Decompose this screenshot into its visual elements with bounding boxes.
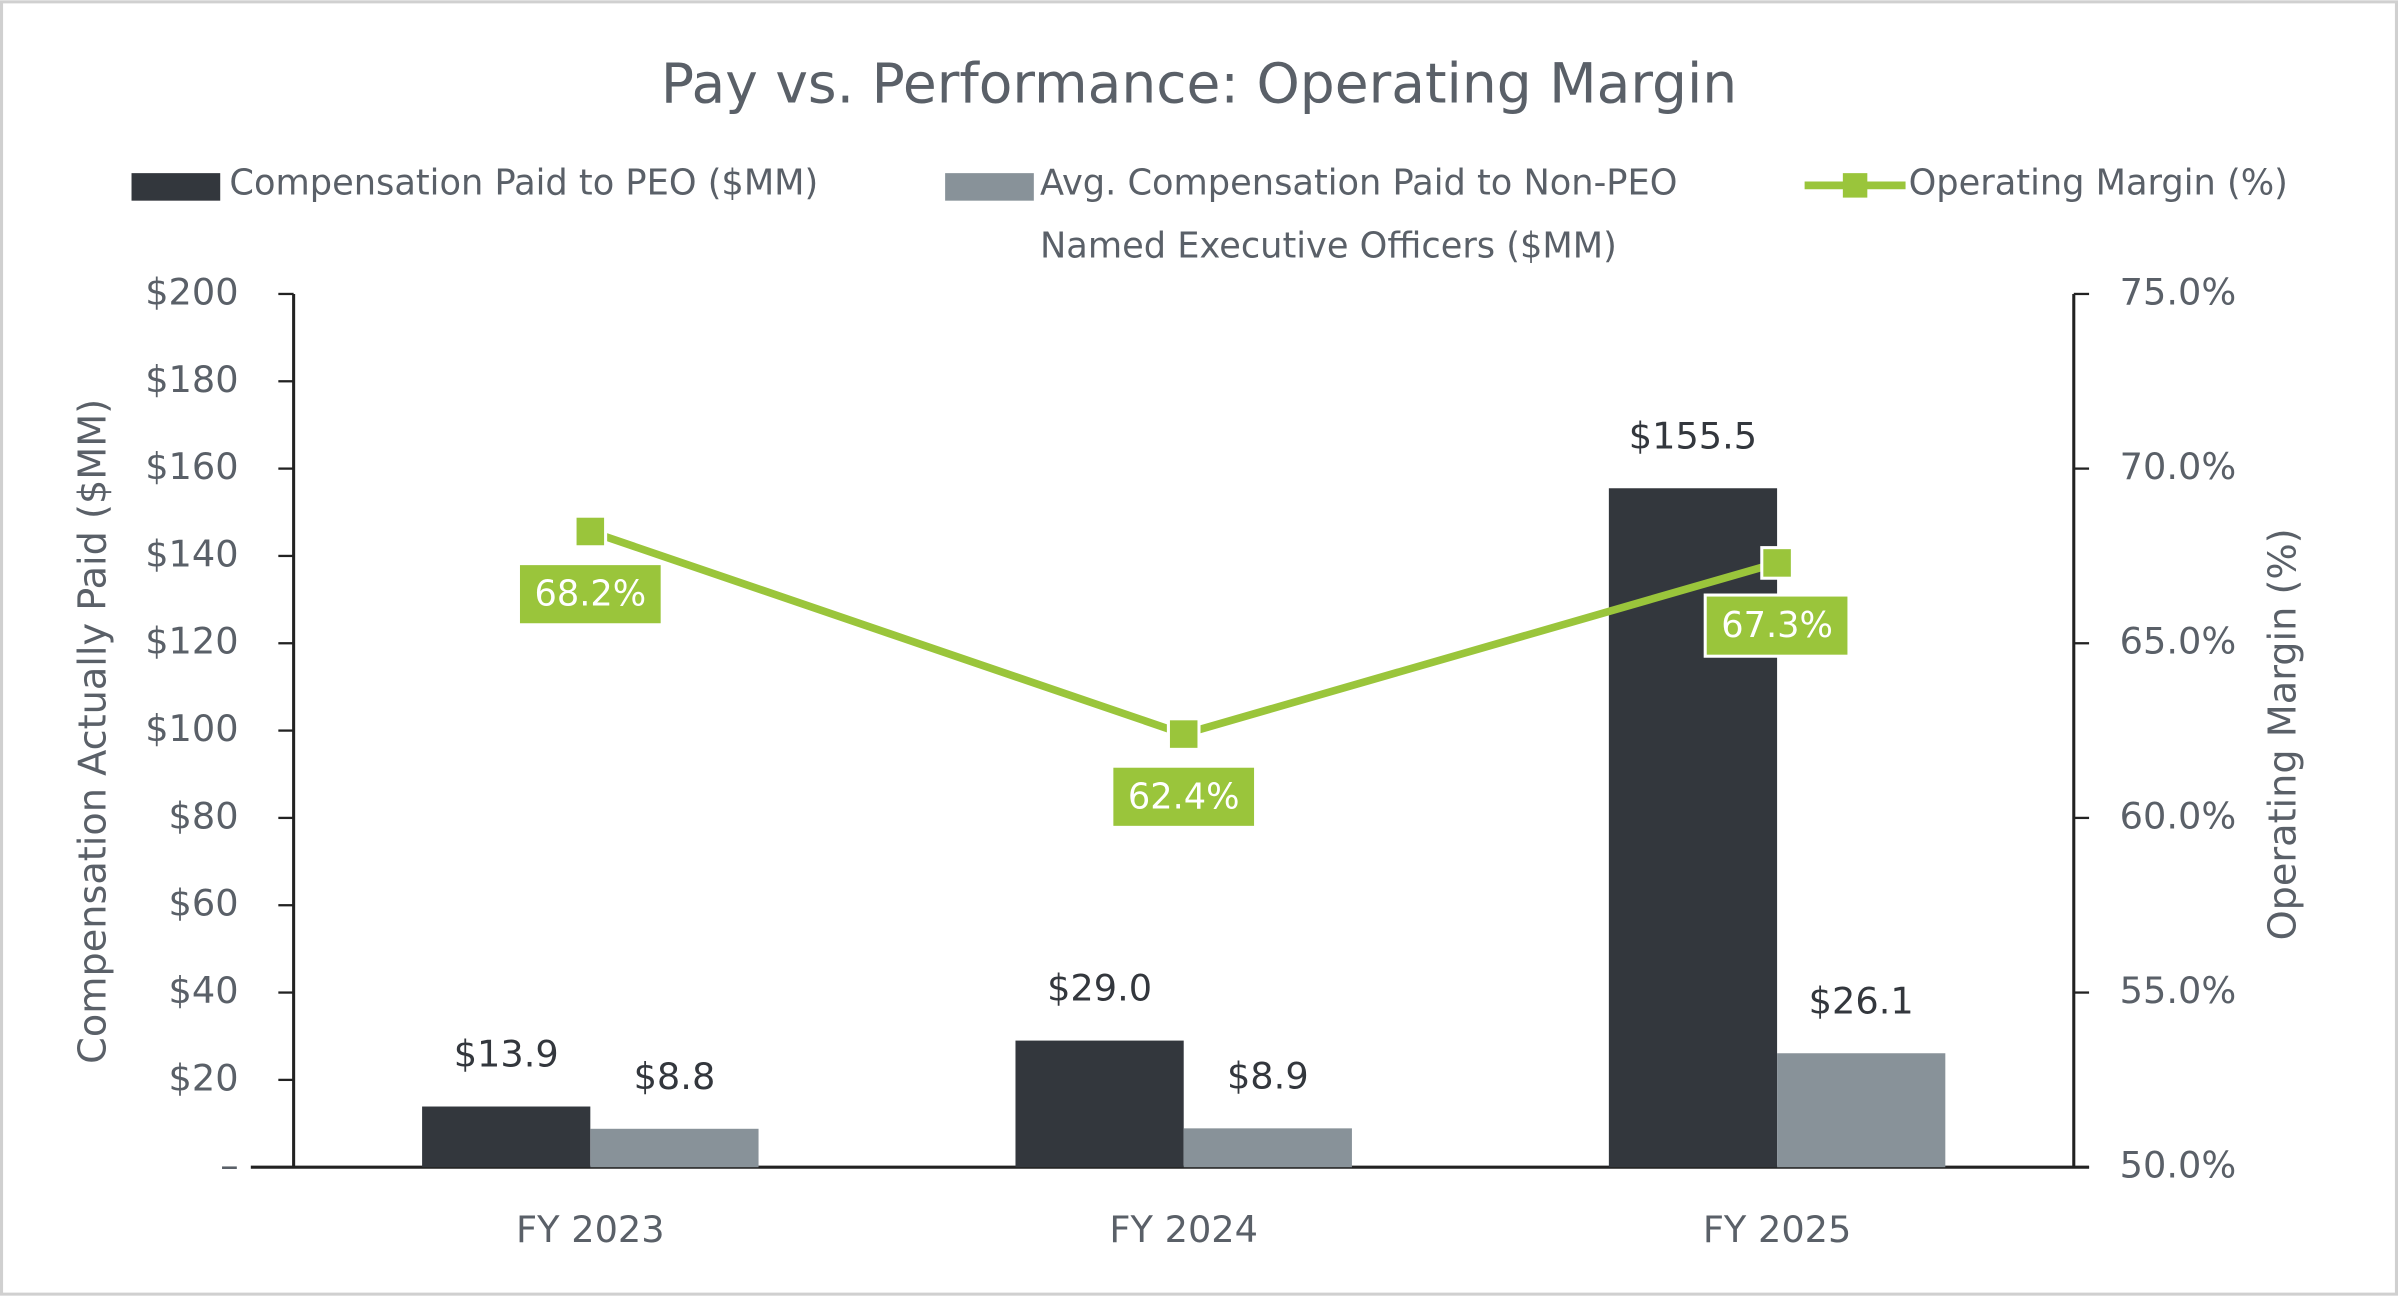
y-tick-label: $60 — [169, 882, 239, 925]
y-tick-label: – — [220, 1144, 238, 1187]
legend-swatch — [1842, 173, 1868, 198]
data-label: $29.0 — [1047, 967, 1152, 1010]
line-marker — [573, 514, 608, 549]
y2-tick-label: 70.0% — [2120, 445, 2237, 488]
line-marker — [1760, 546, 1794, 580]
bar — [1183, 1128, 1352, 1168]
y2-axis-label: Operating Margin (%) — [2261, 528, 2305, 940]
legend-label: Avg. Compensation Paid to Non-PEO Named … — [1039, 163, 1678, 267]
data-label: $13.9 — [454, 1033, 559, 1076]
y-tick-label: $40 — [169, 969, 239, 1012]
bar — [1015, 1040, 1184, 1168]
legend-entry: Operating Margin (%) — [1908, 163, 2288, 204]
bar — [422, 1106, 591, 1168]
y-tick-label: $120 — [145, 620, 238, 663]
y-tick-label: $20 — [169, 1056, 239, 1099]
y2-tick-label: 60.0% — [2120, 794, 2237, 837]
data-label: $26.1 — [1809, 979, 1914, 1022]
data-label-box — [516, 562, 664, 627]
legend-label: Operating Margin (%) — [1908, 163, 2288, 204]
x-tick-label: FY 2025 — [1703, 1208, 1852, 1251]
data-label: 67.3% — [1721, 605, 1833, 646]
legend-label: Compensation Paid to PEO ($MM) — [229, 163, 819, 204]
bar — [590, 1128, 759, 1168]
data-label: 68.2% — [534, 574, 646, 615]
legend-swatch — [945, 173, 1034, 201]
y-tick-label: $80 — [169, 794, 239, 837]
x-tick-label: FY 2024 — [1109, 1208, 1258, 1251]
y-tick-label: $180 — [145, 358, 238, 401]
y-tick-label: $160 — [145, 445, 238, 488]
data-label: 62.4% — [1128, 776, 1240, 817]
data-label-box — [1703, 593, 1851, 658]
data-label-box — [1110, 764, 1258, 829]
legend-entry: Compensation Paid to PEO ($MM) — [229, 163, 819, 204]
data-label: $8.9 — [1227, 1054, 1309, 1097]
y2-tick-label: 55.0% — [2120, 969, 2237, 1012]
y-tick-label: $100 — [145, 707, 238, 750]
chart-title: Pay vs. Performance: Operating Margin — [661, 52, 1737, 116]
y-axis-label: Compensation Actually Paid ($MM) — [71, 399, 115, 1064]
y2-tick-label: 50.0% — [2120, 1144, 2237, 1187]
line-marker — [1166, 717, 1201, 751]
x-tick-label: FY 2023 — [516, 1208, 665, 1251]
legend-entry: Avg. Compensation Paid to Non-PEO Named … — [1039, 163, 1678, 267]
y2-tick-label: 65.0% — [2120, 620, 2237, 663]
bar — [1777, 1053, 1946, 1168]
data-label: $8.8 — [634, 1055, 716, 1098]
y2-tick-label: 75.0% — [2120, 270, 2237, 313]
legend-swatch — [131, 173, 221, 201]
y-tick-label: $140 — [145, 532, 238, 575]
y-tick-label: $200 — [145, 270, 238, 313]
data-label: $155.5 — [1629, 414, 1757, 457]
